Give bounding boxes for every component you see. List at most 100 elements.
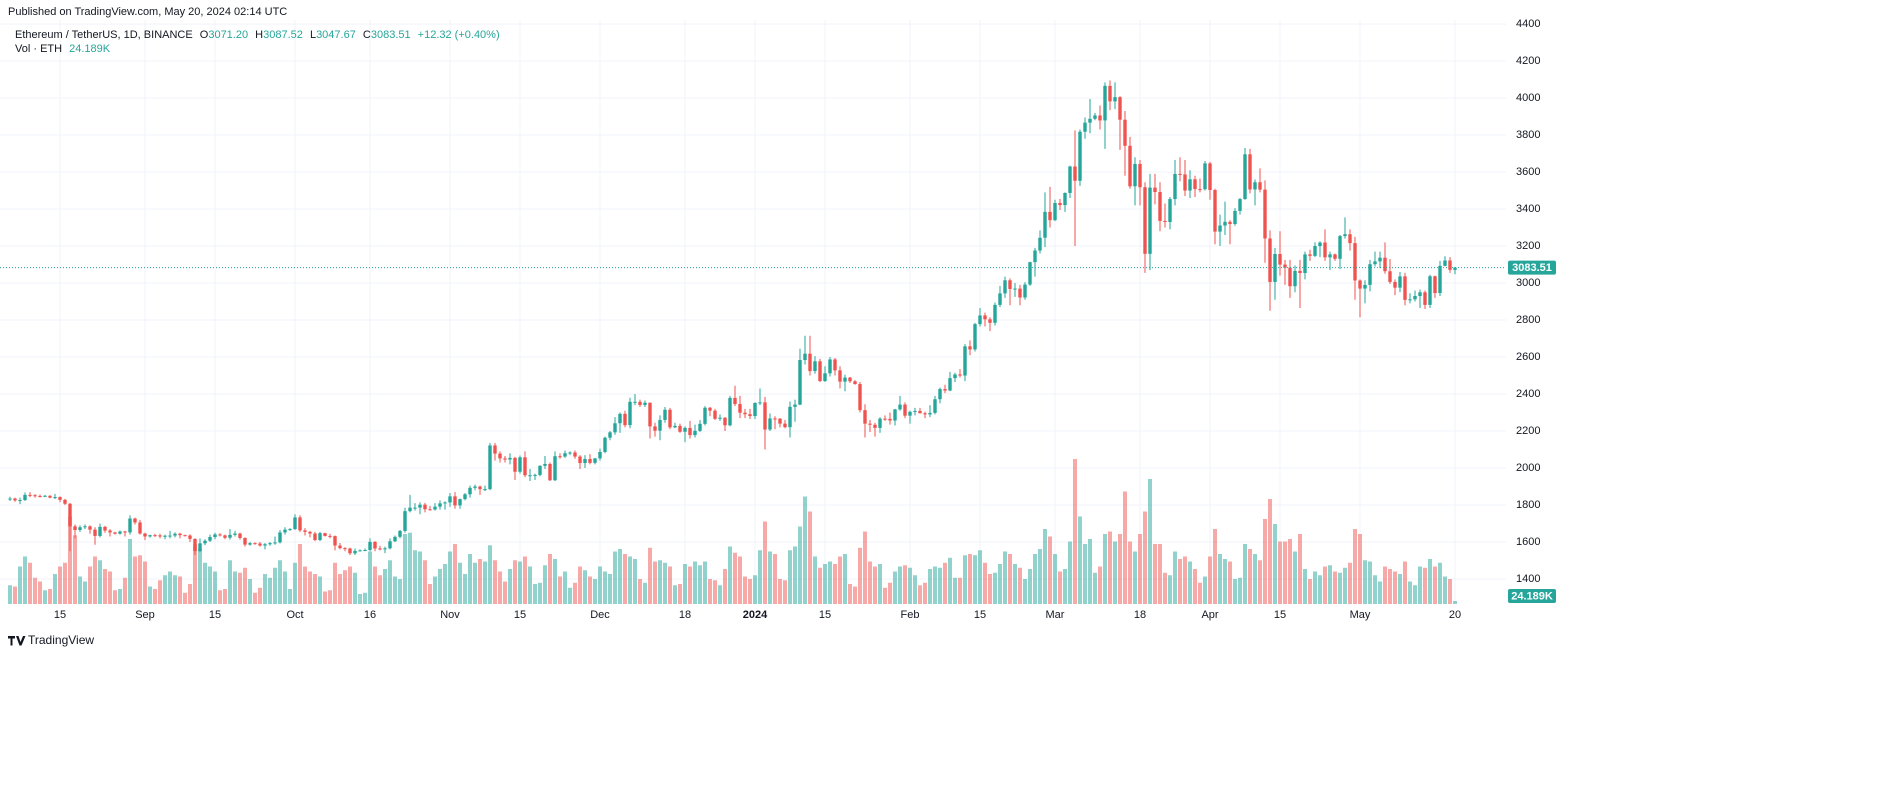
- volume-bar: [748, 579, 752, 604]
- volume-bar: [1448, 579, 1452, 604]
- volume-bar: [1083, 544, 1087, 604]
- candle-body: [1243, 154, 1247, 200]
- volume-bar: [1288, 539, 1292, 604]
- candle-body: [613, 423, 617, 433]
- volume-bar: [663, 562, 667, 604]
- volume-bar: [303, 566, 307, 604]
- volume-bar: [1073, 459, 1077, 604]
- volume-bar: [133, 556, 137, 604]
- volume-bar: [338, 574, 342, 604]
- candle-body: [1118, 97, 1122, 120]
- volume-bar: [138, 555, 142, 604]
- volume-bar: [103, 569, 107, 604]
- candle-body: [688, 427, 692, 436]
- candle-body: [1153, 187, 1157, 193]
- candle-body: [288, 529, 292, 531]
- candle-body: [368, 541, 372, 550]
- candle-body: [838, 370, 842, 382]
- volume-bar: [123, 577, 127, 604]
- volume-bar: [178, 576, 182, 604]
- volume-bar: [248, 579, 252, 604]
- legend-symbol: Ethereum / TetherUS, 1D, BINANCE: [15, 29, 193, 41]
- candle-body: [753, 402, 757, 417]
- volume-bar: [1383, 566, 1387, 604]
- candle-body: [93, 529, 97, 536]
- volume-bar: [1143, 511, 1147, 604]
- candle-body: [543, 463, 547, 466]
- candle-body: [393, 536, 397, 542]
- volume-bar: [753, 575, 757, 604]
- candle-body: [363, 549, 367, 551]
- candle-body: [1098, 115, 1102, 121]
- candle-body: [858, 384, 862, 411]
- candle-body: [1208, 163, 1212, 191]
- candle-body: [883, 418, 887, 420]
- volume-bar: [463, 574, 467, 604]
- volume-bar: [158, 580, 162, 604]
- volume-bar: [153, 589, 157, 604]
- volume-bar: [1238, 577, 1242, 604]
- volume-bar: [203, 562, 207, 604]
- candle-body: [763, 402, 767, 430]
- candle-body: [553, 456, 557, 481]
- candle-body: [958, 374, 962, 376]
- volume-bar: [218, 590, 222, 604]
- candle-body: [1053, 202, 1057, 221]
- volume-bar: [308, 571, 312, 604]
- candle-body: [703, 407, 707, 424]
- candle-body: [943, 389, 947, 391]
- volume-bar: [768, 551, 772, 604]
- volume-bar: [393, 576, 397, 604]
- volume-bar: [173, 575, 177, 604]
- volume-bar: [1263, 519, 1267, 604]
- axes: 1400 1600 1800 2000 2200 2400 2600 2800 3000 3200…: [0, 18, 1556, 621]
- volume-bar: [1048, 536, 1052, 604]
- volume-bar: [1183, 556, 1187, 604]
- volume-bar: [668, 566, 672, 604]
- candle-body: [188, 535, 192, 539]
- volume-bar: [548, 554, 552, 604]
- candle-body: [398, 530, 402, 537]
- candle-body: [938, 389, 942, 400]
- volume-bar: [1133, 551, 1137, 604]
- volume-bar: [1203, 576, 1207, 604]
- candle-body: [138, 522, 142, 534]
- candle-body: [1263, 189, 1267, 239]
- y-tick-label: 1600: [1516, 536, 1540, 548]
- volume-bar: [1038, 549, 1042, 604]
- volume-bar: [513, 560, 517, 604]
- candle-body: [13, 498, 17, 501]
- candle-body: [418, 504, 422, 508]
- volume-bar: [423, 560, 427, 604]
- candle-body: [663, 409, 667, 420]
- candle-body: [1168, 199, 1172, 223]
- volume-bar: [208, 566, 212, 604]
- volume-bar: [978, 550, 982, 604]
- volume-bar: [1123, 491, 1127, 604]
- volume-bar: [1243, 544, 1247, 604]
- volume-bar: [503, 581, 507, 604]
- volume-bar: [333, 562, 337, 604]
- volume-bar: [1223, 559, 1227, 604]
- candle-body: [163, 535, 167, 537]
- last-price-tag: [1508, 260, 1556, 275]
- candle-body: [603, 437, 607, 452]
- candle-body: [1388, 271, 1392, 282]
- volume-bar: [228, 560, 232, 604]
- volume-bar: [1158, 544, 1162, 604]
- volume-bar: [1443, 576, 1447, 604]
- candle-body: [1138, 163, 1142, 188]
- candle-body: [1228, 221, 1232, 225]
- candle-body: [303, 530, 307, 532]
- candle-body: [548, 463, 552, 481]
- volume-bar: [268, 577, 272, 604]
- volume-bar: [278, 560, 282, 604]
- volume-bar: [1308, 579, 1312, 604]
- volume-bar: [873, 566, 877, 604]
- x-tick-label: 16: [364, 609, 376, 621]
- candle-body: [1033, 250, 1037, 263]
- candle-body: [658, 419, 662, 431]
- candle-body: [823, 373, 827, 382]
- candle-body: [433, 506, 437, 510]
- volume-bar: [453, 544, 457, 604]
